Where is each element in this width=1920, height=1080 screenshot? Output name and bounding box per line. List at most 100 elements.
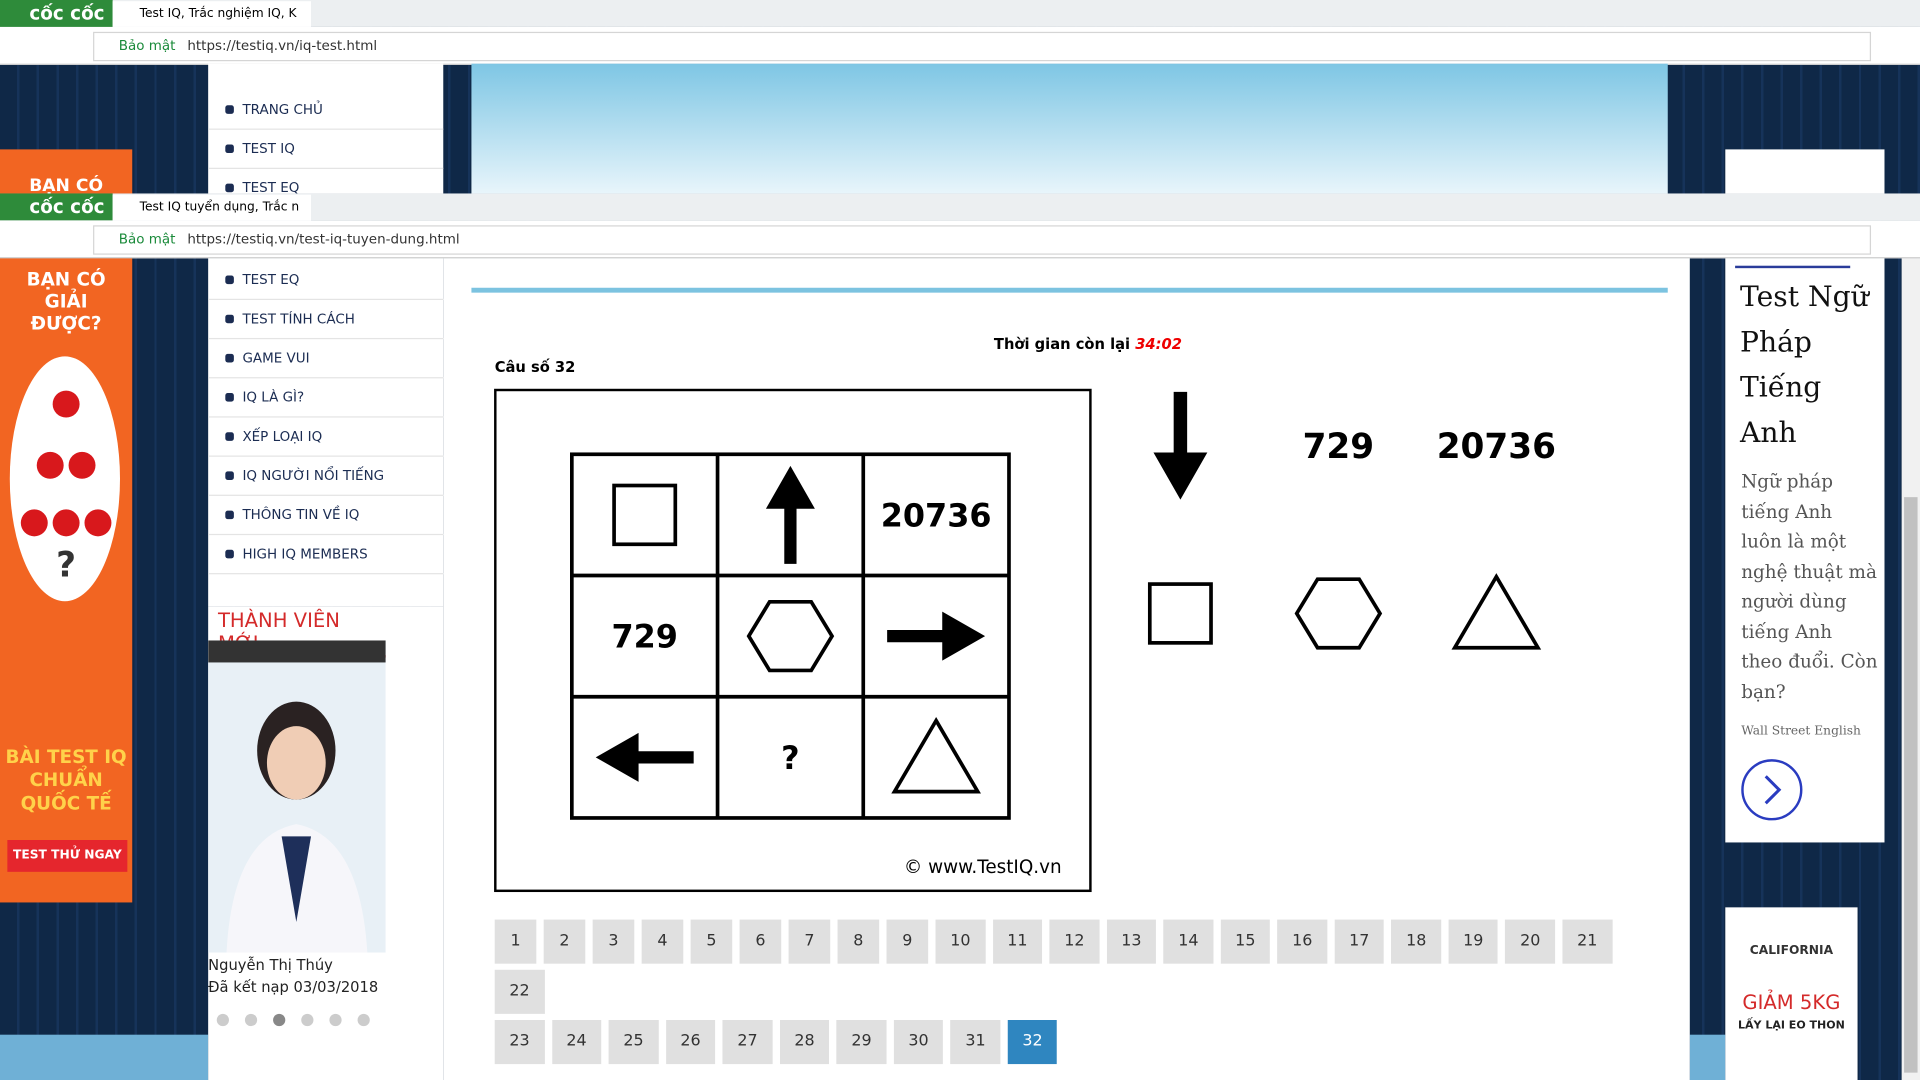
cell-text: 729 (611, 618, 677, 656)
shape (612, 483, 678, 547)
shape-arrow-right (887, 611, 986, 661)
page-button[interactable]: 20 (1505, 919, 1556, 964)
ad-button[interactable]: TEST THỬ NGAY (7, 840, 128, 872)
shape (891, 716, 981, 794)
page-button[interactable]: 22 (494, 969, 545, 1014)
apple (36, 451, 64, 479)
page-button[interactable]: 15 (1220, 919, 1271, 964)
right-ad-2[interactable]: CALIFORNIA GIẢM 5KG LẤY LẠI EO THON (1725, 907, 1858, 1080)
nav-item[interactable]: TEST EQ (208, 261, 444, 301)
apple (84, 509, 112, 537)
page-button[interactable]: 17 (1334, 919, 1385, 964)
shape (1147, 582, 1213, 645)
page-button[interactable]: 3 (592, 919, 635, 964)
tab-bar: cốc cốc Test IQ, Trắc nghiệm IQ, K (0, 0, 1920, 27)
page-button[interactable]: 16 (1277, 919, 1328, 964)
page-button[interactable]: 28 (779, 1020, 830, 1065)
shape-arrow-up (765, 465, 815, 564)
shape-triangle (1451, 573, 1542, 650)
nav-item[interactable]: TEST IQ (208, 130, 444, 169)
ad-arrow[interactable] (1740, 758, 1804, 822)
page-button[interactable]: 27 (722, 1020, 773, 1065)
url: https://testiq.vn/test-iq-tuyen-dung.htm… (187, 231, 460, 248)
page-button[interactable]: 4 (641, 919, 684, 964)
left-ad[interactable]: BẠN CÓ GIẢI ĐƯỢC? ? BÀI TEST IQ CHUẨN QUỐC… (0, 258, 133, 903)
nav-item[interactable]: XẾP LOẠI IQ (208, 418, 444, 457)
member-photo (208, 640, 386, 953)
page-button[interactable]: 26 (665, 1020, 716, 1065)
address-bar: Bảo mật https://testiq.vn/iq-test.html (0, 26, 1920, 65)
page-button[interactable]: 6 (739, 919, 782, 964)
nav-item[interactable]: TRANG CHỦ (208, 91, 444, 130)
page-button[interactable]: 8 (837, 919, 880, 964)
shape-square (1147, 582, 1213, 645)
shape-arrow-down (1153, 391, 1208, 500)
page-button[interactable]: 24 (551, 1020, 602, 1065)
page-button[interactable]: 12 (1049, 919, 1100, 964)
shape (746, 600, 835, 673)
tab[interactable]: Test IQ tuyển dụng, Trắc n (112, 194, 312, 221)
left-ad-back[interactable]: BẠN CÓ (0, 149, 133, 196)
right-ad[interactable]: Test Ngữ Pháp Tiếng Anh Ngữ pháp tiếng A… (1725, 258, 1885, 843)
page-button[interactable]: 7 (788, 919, 831, 964)
cell-text: 20736 (881, 496, 992, 534)
page-button[interactable]: 9 (886, 919, 929, 964)
page-button[interactable]: 18 (1391, 919, 1442, 964)
divider (471, 287, 1668, 293)
tab-bar: cốc cốc Test IQ tuyển dụng, Trắc n (0, 193, 1920, 221)
nav-item[interactable]: TEST TÍNH CÁCH (208, 300, 444, 340)
member-name: Nguyễn Thị Thúy (208, 956, 333, 974)
cell-text: 20736 (1437, 427, 1556, 467)
apple (20, 509, 48, 537)
url-box[interactable]: Bảo mật https://testiq.vn/iq-test.html (93, 31, 1872, 62)
address-bar: Bảo mật https://testiq.vn/test-iq-tuyen-… (0, 220, 1920, 259)
cell-text: 729 (1303, 427, 1375, 467)
timer: Thời gian còn lại 34:02 (443, 336, 1732, 353)
pagination: 1 2 3 4 5 6 7 8 9 10 11 12 13 14 15 16 17 18 19 20 21 22 23 24 2… (494, 919, 1658, 1071)
nav-back: TRANG CHỦ TEST IQ TEST EQ (208, 63, 444, 209)
ad-title: Test Ngữ Pháp Tiếng Anh (1740, 281, 1869, 450)
shape (1451, 573, 1542, 650)
shape-arrow-left (595, 732, 694, 782)
timer-value: 34:02 (1135, 335, 1182, 353)
carousel-dots[interactable] (216, 1013, 375, 1028)
scrollbar[interactable] (1901, 258, 1920, 1080)
page-button[interactable]: 2 (543, 919, 586, 964)
apple (52, 509, 80, 537)
page-button[interactable]: 19 (1448, 919, 1499, 964)
banner (471, 63, 1668, 194)
footer-strip (1689, 1034, 1726, 1080)
timer-label: Thời gian còn lại (993, 335, 1131, 353)
page-button[interactable]: 1 (494, 919, 537, 964)
nav-item[interactable]: IQ NGƯỜI NỔI TIẾNG (208, 457, 444, 496)
page-button[interactable]: 14 (1163, 919, 1214, 964)
ad2-brand: CALIFORNIA (1749, 944, 1834, 958)
page-button[interactable]: 31 (950, 1020, 1001, 1065)
page-button[interactable]: 5 (690, 919, 733, 964)
question-figure: 20736 729? © www.TestIQ.vn 729 20736 (494, 388, 1556, 893)
page-button[interactable]: 13 (1106, 919, 1157, 964)
page-button[interactable]: 23 (494, 1020, 545, 1065)
nav-item[interactable]: GAME VUI (208, 339, 444, 379)
nav-item[interactable]: THÔNG TIN VỀ IQ (208, 496, 444, 536)
page-button[interactable]: 29 (836, 1020, 887, 1065)
page-button[interactable]: 11 (992, 919, 1043, 964)
nav-item[interactable]: HIGH IQ MEMBERS (208, 535, 444, 575)
ad-tagline: QUỐC TẾ (20, 792, 112, 815)
url-box[interactable]: Bảo mật https://testiq.vn/test-iq-tuyen-… (93, 225, 1872, 255)
page-button[interactable]: 10 (935, 919, 986, 964)
page-button[interactable]: 21 (1562, 919, 1613, 964)
page-button[interactable]: 32 (1007, 1020, 1058, 1065)
ad-question: ? (56, 544, 77, 586)
tab[interactable]: Test IQ, Trắc nghiệm IQ, K (112, 1, 312, 27)
brand: cốc cốc (0, 193, 113, 221)
page-button[interactable]: 30 (893, 1020, 944, 1065)
shape (887, 611, 986, 661)
nav-item[interactable]: IQ LÀ GÌ? (208, 378, 444, 418)
shape-triangle (891, 716, 981, 794)
ad-source: Wall Street English (1741, 724, 1861, 739)
security: Bảo mật (118, 231, 176, 248)
page-button[interactable]: 25 (608, 1020, 659, 1065)
